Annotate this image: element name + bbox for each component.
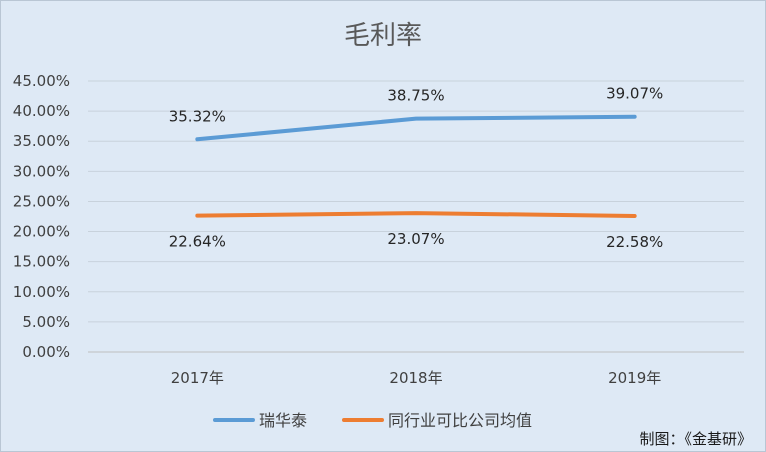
legend-label: 同行业可比公司均值	[388, 411, 532, 430]
data-label: 23.07%	[387, 230, 444, 248]
series-line-1	[195, 114, 637, 142]
y-tick-label: 20.00%	[13, 223, 70, 241]
y-tick-label: 35.00%	[13, 132, 70, 150]
legend-label: 瑞华泰	[259, 411, 307, 430]
gridlines	[88, 80, 744, 353]
legend: 瑞华泰 同行业可比公司均值	[213, 411, 532, 430]
y-tick-label: 15.00%	[13, 253, 70, 271]
y-tick-label: 45.00%	[13, 72, 70, 90]
credit-text: 制图：《金基研》	[639, 430, 752, 448]
data-label: 35.32%	[169, 107, 226, 125]
y-tick-label: 30.00%	[13, 162, 70, 180]
chart-title: 毛利率	[344, 21, 422, 51]
x-axis-ticks: 2017年 2018年 2019年	[171, 369, 662, 387]
y-tick-label: 40.00%	[13, 102, 70, 120]
data-label: 22.64%	[169, 233, 226, 251]
data-label: 22.58%	[606, 233, 663, 251]
x-tick-label: 2017年	[171, 369, 224, 387]
y-tick-label: 25.00%	[13, 192, 70, 210]
y-axis-ticks: 0.00% 5.00% 10.00% 15.00% 20.00% 25.00% 30.00%…	[13, 72, 70, 361]
y-tick-label: 10.00%	[13, 283, 70, 301]
data-label: 38.75%	[387, 87, 444, 105]
series-lines	[195, 114, 637, 219]
y-tick-label: 0.00%	[22, 343, 70, 361]
x-tick-label: 2018年	[389, 369, 442, 387]
y-tick-label: 5.00%	[22, 313, 70, 331]
x-tick-label: 2019年	[608, 369, 661, 387]
data-labels: 35.32% 38.75% 39.07% 22.64% 23.07% 22.58%	[169, 85, 664, 251]
data-label: 39.07%	[606, 85, 663, 103]
series-line-2	[195, 211, 637, 219]
